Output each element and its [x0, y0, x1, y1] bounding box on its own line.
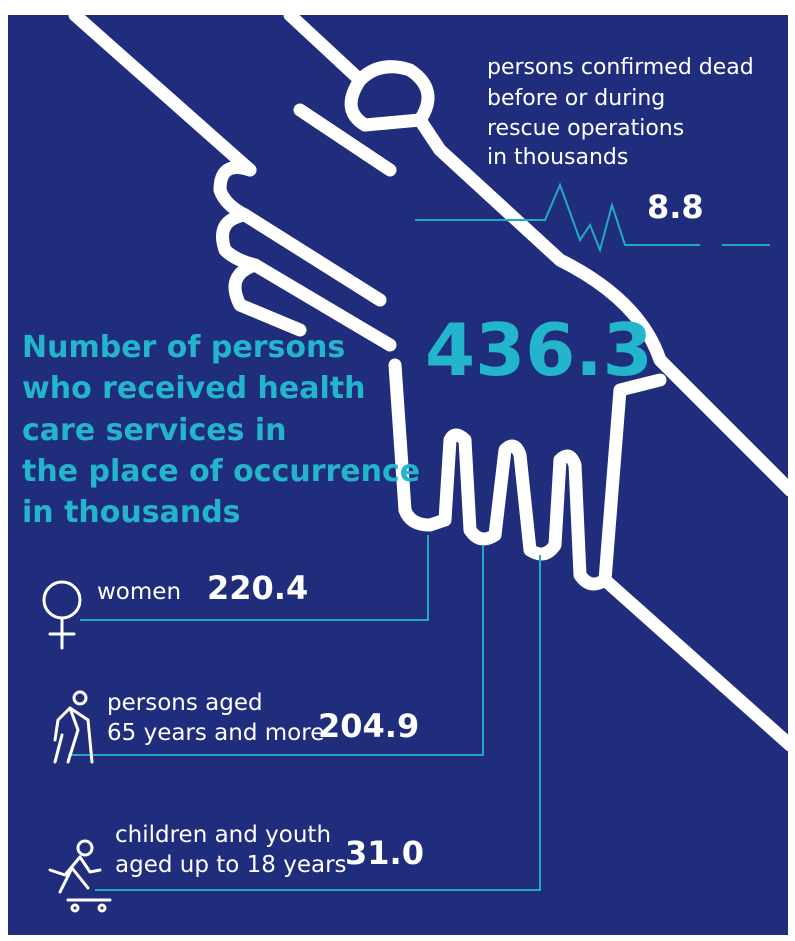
- group-value: 204.9: [318, 707, 419, 745]
- group-label: persons aged: [107, 690, 263, 716]
- text-line: before or during: [487, 86, 665, 111]
- group-label: aged up to 18 years: [115, 852, 347, 878]
- group-value: 31.0: [345, 834, 424, 872]
- text-line: care services in: [22, 413, 287, 448]
- deaths-value: 8.8: [647, 188, 704, 226]
- group-value: 220.4: [207, 569, 308, 607]
- text-line: Number of persons: [22, 330, 345, 365]
- text-line: who received health: [22, 371, 365, 406]
- text-line: in thousands: [22, 495, 241, 530]
- group-label: women: [97, 579, 181, 605]
- text-line: the place of occurrence: [22, 454, 420, 489]
- infographic: persons confirmed dead before or during …: [0, 0, 795, 941]
- group-label: 65 years and more: [107, 720, 324, 746]
- text-line: rescue operations: [487, 116, 684, 141]
- total-value: 436.3: [425, 308, 653, 392]
- text-line: in thousands: [487, 145, 628, 170]
- text-line: persons confirmed dead: [487, 55, 754, 80]
- group-label: children and youth: [115, 822, 331, 848]
